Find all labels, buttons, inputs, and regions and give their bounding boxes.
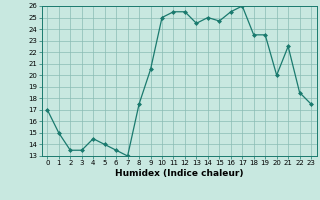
X-axis label: Humidex (Indice chaleur): Humidex (Indice chaleur) — [115, 169, 244, 178]
